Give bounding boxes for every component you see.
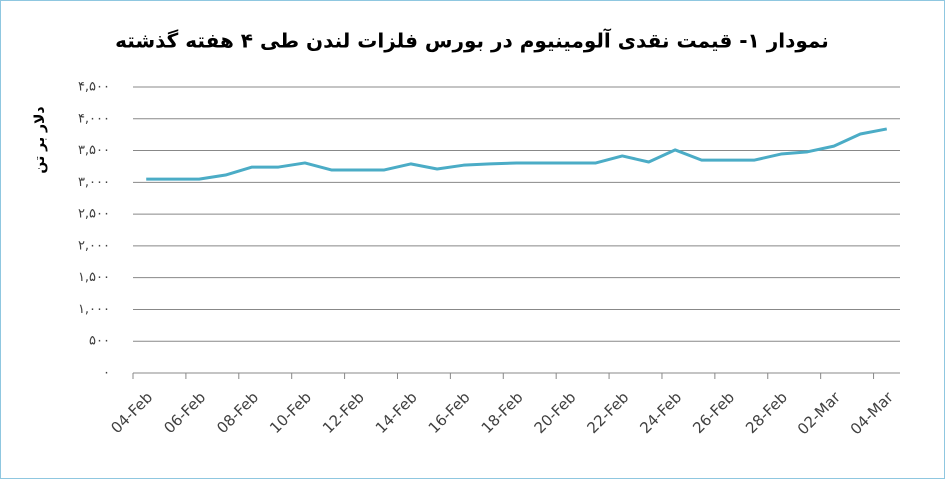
y-tick-label: ۲,۰۰۰ [78,238,110,253]
y-axis-label: دلار بر تن [32,106,48,173]
y-tick-label: ۱,۰۰۰ [78,302,110,317]
y-tick-label: ۳,۵۰۰ [78,143,110,158]
y-tick-label: ۰ [103,366,110,381]
y-tick-label: ۱,۵۰۰ [78,270,110,285]
data-line [146,127,888,181]
y-tick-label: ۵۰۰ [89,334,110,349]
chart-title: نمودار ۱- قیمت نقدی آلومینیوم در بورس فل… [115,28,829,53]
y-tick-label: ۲,۵۰۰ [78,207,110,222]
y-tick-label: ۳,۰۰۰ [78,175,110,190]
y-tick-label: ۴,۵۰۰ [78,80,110,95]
y-tick-label: ۴,۰۰۰ [78,111,110,126]
